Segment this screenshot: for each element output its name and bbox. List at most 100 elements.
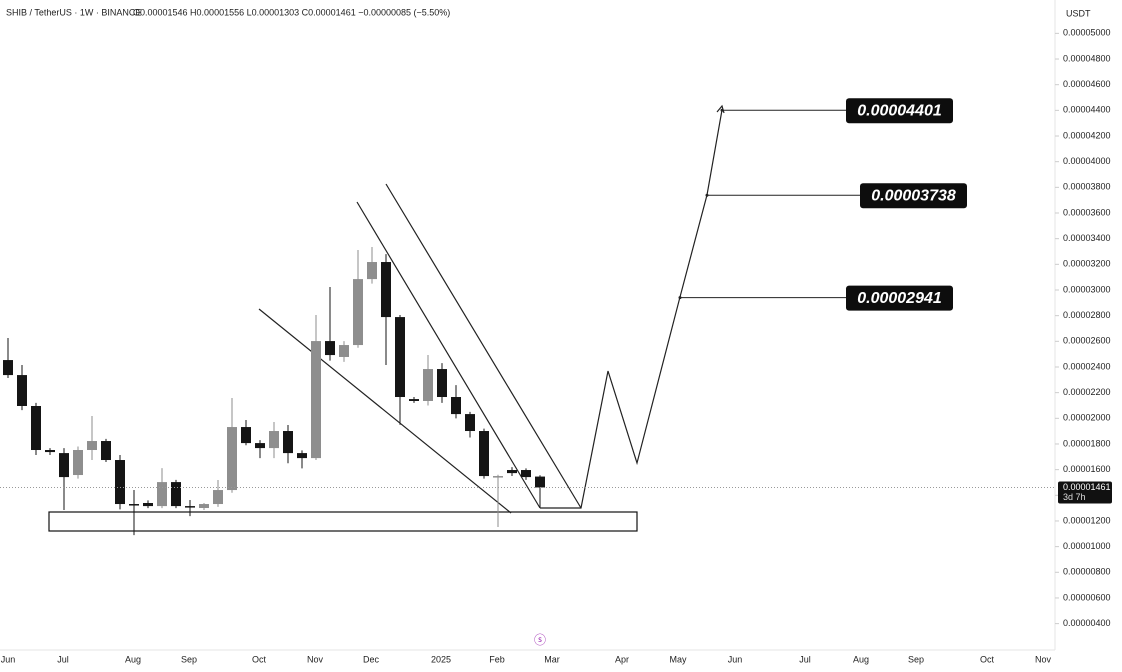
x-tick-label: Feb [489,654,505,664]
y-tick-label: 0.00001600 [1063,464,1111,474]
y-tick-label: 0.00002600 [1063,336,1111,346]
candle-body [395,317,405,398]
x-tick-label: Jul [799,654,811,664]
target-label: 0.00003738 [871,188,956,205]
x-tick-label: Jul [57,654,69,664]
candle-body [451,397,461,415]
x-tick-label: Sep [181,654,197,664]
x-tick-label: Apr [615,654,629,664]
x-tick-label: 2025 [431,654,451,664]
target-box [846,98,953,124]
x-tick-label: Oct [980,654,995,664]
support-zone [48,511,638,532]
chart-title: SHIB / TetherUS · 1W · BINANCE [6,7,141,17]
y-tick-label: 0.00003800 [1063,182,1111,192]
target-label: 0.00004401 [857,102,942,119]
x-tick-label: Dec [363,654,380,664]
currency: USDT [1066,8,1091,18]
x-tick-label: Sep [908,654,924,664]
candle-body [115,460,125,505]
candle-body [325,341,335,356]
candle-body [255,443,265,449]
candle-body [241,427,251,444]
candle-body [353,279,363,346]
target-box [860,183,967,209]
candle-body [73,450,83,476]
y-tick-label: 0.00003200 [1063,259,1111,269]
candle-body [507,470,517,474]
candle-body [535,476,545,488]
candle-body [185,506,195,508]
candle-body [213,490,223,505]
candle-body [157,482,167,507]
candle-body [465,414,475,432]
candle-body [171,482,181,507]
y-tick-label: 0.00004600 [1063,79,1111,89]
candle-body [227,427,237,491]
x-tick-label: Oct [252,654,267,664]
y-tick-label: 0.00005000 [1063,28,1111,38]
candle-body [45,450,55,453]
target-dot [720,108,724,112]
target-dot [678,296,682,300]
candle-body [143,503,153,507]
candle-body [297,453,307,459]
price-tag [1058,481,1112,504]
target-label: 0.00002941 [857,290,942,307]
y-tick-label: 0.00002400 [1063,361,1111,371]
x-tick-label: Mar [544,654,560,664]
candle-body [437,369,447,398]
y-tick-label: 0.00003600 [1063,207,1111,217]
y-tick-label: 0.00003000 [1063,284,1111,294]
x-tick-label: Nov [1035,654,1052,664]
x-tick-label: Jun [1,654,16,664]
countdown-label: 3d 7h [1063,492,1086,502]
y-tick-label: 0.00004800 [1063,53,1111,63]
candle-body [479,431,489,477]
candle-body [493,476,503,478]
x-tick-label: Nov [307,654,324,664]
event-icon: ⓢ [534,633,546,647]
candle-body [409,399,419,401]
x-tick-label: Aug [853,654,869,664]
candle-body [283,431,293,454]
candle-body [339,345,349,357]
y-tick-label: 0.00001800 [1063,438,1111,448]
candle-body [311,341,321,459]
y-tick-label: 0.00002000 [1063,413,1111,423]
y-tick-label: 0.00000400 [1063,618,1111,628]
y-tick-label: 0.00000600 [1063,592,1111,602]
target-dot [705,193,709,197]
y-tick-label: 0.00000800 [1063,567,1111,577]
y-tick-label: 0.00003400 [1063,233,1111,243]
y-tick-label: 0.00002200 [1063,387,1111,397]
trendline [385,183,582,509]
candle-body [87,441,97,451]
target-box [846,285,953,311]
candle-body [199,504,209,509]
x-tick-label: May [669,654,687,664]
x-tick-label: Jun [728,654,743,664]
candle-body [129,504,139,506]
y-tick-label: 0.00004400 [1063,105,1111,115]
candle-body [367,262,377,280]
candle-body [101,441,111,461]
candle-body [31,405,41,451]
candle-body [521,470,531,478]
ohlc-readout: O0.00001546 H0.00001556 L0.00001303 C0.0… [133,7,450,17]
candle-body [17,375,27,406]
y-tick-label: 0.00002800 [1063,310,1111,320]
y-tick-label: 0.00004200 [1063,130,1111,140]
candle-body [59,453,69,478]
y-tick-label: 0.00004000 [1063,156,1111,166]
trendline [258,308,512,514]
y-tick-label: 0.00001000 [1063,541,1111,551]
candle-body [381,262,391,318]
price-tag-label: 0.00001461 [1063,482,1111,492]
candle-body [423,369,433,401]
trendline [356,201,541,509]
y-tick-label: 0.00001200 [1063,515,1111,525]
candle-body [3,360,13,376]
